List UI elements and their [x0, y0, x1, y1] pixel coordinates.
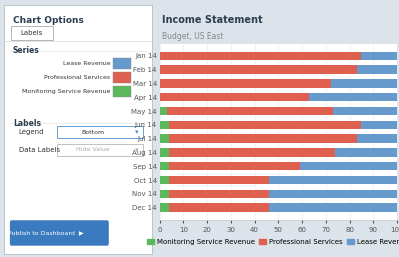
- Bar: [361, 52, 397, 60]
- Text: Budget, US East: Budget, US East: [162, 32, 223, 41]
- Text: Hide Value: Hide Value: [76, 147, 109, 152]
- Bar: [269, 176, 397, 184]
- Bar: [309, 93, 397, 101]
- Bar: [169, 148, 335, 157]
- Bar: [160, 134, 169, 143]
- Text: ▾: ▾: [135, 129, 138, 135]
- Bar: [169, 134, 357, 143]
- Text: Monitoring Service Revenue: Monitoring Service Revenue: [22, 89, 110, 94]
- FancyBboxPatch shape: [4, 5, 152, 254]
- Bar: [269, 190, 397, 198]
- Bar: [357, 134, 397, 143]
- Bar: [160, 204, 169, 212]
- Bar: [335, 148, 397, 157]
- Bar: [330, 79, 397, 88]
- Bar: [269, 204, 397, 212]
- Bar: [169, 121, 361, 129]
- Bar: [169, 190, 269, 198]
- Text: Publish to Dashboard  ▶: Publish to Dashboard ▶: [8, 231, 83, 235]
- Bar: [160, 190, 169, 198]
- FancyBboxPatch shape: [11, 26, 53, 40]
- FancyBboxPatch shape: [113, 72, 131, 83]
- Bar: [160, 148, 169, 157]
- FancyBboxPatch shape: [57, 126, 143, 138]
- Text: Series: Series: [13, 46, 40, 55]
- Bar: [160, 79, 330, 88]
- Bar: [160, 52, 361, 60]
- Bar: [160, 66, 357, 74]
- Bar: [160, 176, 169, 184]
- Text: Data Labels: Data Labels: [19, 147, 60, 153]
- Bar: [357, 66, 397, 74]
- Text: Income Statement: Income Statement: [162, 15, 263, 25]
- Bar: [169, 176, 269, 184]
- Bar: [160, 162, 169, 170]
- Text: Legend: Legend: [19, 129, 44, 135]
- Text: Bottom: Bottom: [81, 130, 104, 135]
- Bar: [160, 93, 309, 101]
- Text: Professional Services: Professional Services: [44, 75, 110, 80]
- Text: Labels: Labels: [21, 30, 43, 36]
- Bar: [361, 121, 397, 129]
- Bar: [169, 204, 269, 212]
- FancyBboxPatch shape: [10, 220, 109, 246]
- Text: Chart Options: Chart Options: [13, 16, 84, 25]
- Text: ▾: ▾: [135, 147, 138, 153]
- Bar: [167, 107, 333, 115]
- Bar: [333, 107, 397, 115]
- Text: Lease Revenue: Lease Revenue: [63, 61, 110, 66]
- Bar: [169, 162, 300, 170]
- Legend: Monitoring Service Revenue, Professional Services, Lease Revenue: Monitoring Service Revenue, Professional…: [145, 236, 399, 247]
- Bar: [160, 121, 169, 129]
- Bar: [160, 107, 167, 115]
- FancyBboxPatch shape: [113, 86, 131, 97]
- Text: Labels: Labels: [13, 118, 41, 127]
- FancyBboxPatch shape: [113, 58, 131, 69]
- Bar: [300, 162, 397, 170]
- FancyBboxPatch shape: [57, 144, 143, 156]
